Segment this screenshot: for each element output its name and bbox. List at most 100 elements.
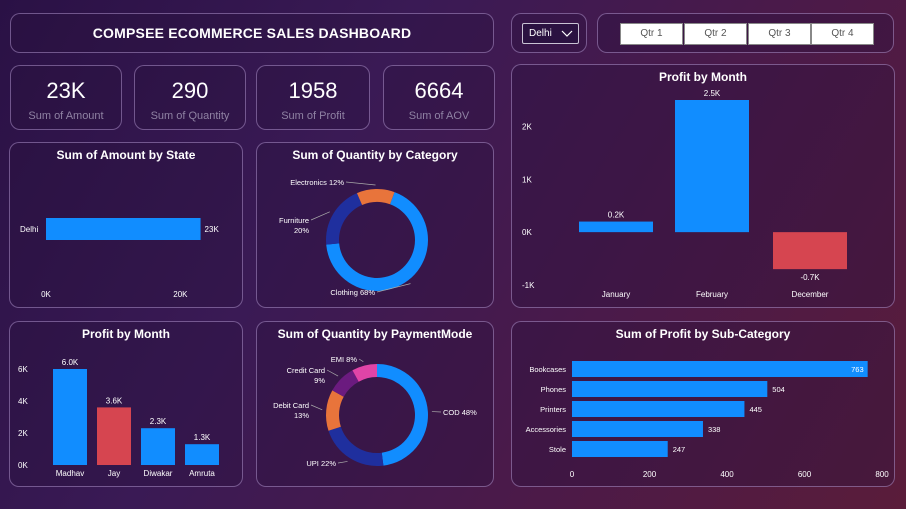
slice-label: Credit Card [287, 366, 325, 375]
kpi-label: Sum of AOV [408, 110, 470, 122]
kpi-label: Sum of Quantity [150, 110, 230, 122]
category-label: Jay [108, 469, 120, 478]
axis-tick-label: 2K [522, 122, 532, 131]
state-dropdown[interactable]: Delhi [522, 23, 579, 44]
profit-by-month-chart: 2K 1K 0K -1K 0.2K January 2.5K February -0.7K Dec… [522, 89, 847, 299]
axis-tick-label: 800 [875, 470, 889, 479]
donut-slice [328, 426, 384, 466]
category-label: January [602, 290, 630, 299]
category-label: December [792, 290, 829, 299]
qtr1-button[interactable]: Qtr 1 [620, 23, 683, 45]
kpi-label: Sum of Amount [28, 110, 104, 122]
axis-tick-label: 0 [570, 470, 575, 479]
axis-tick-label: 600 [798, 470, 812, 479]
qty-by-payment-panel: Sum of Quantity by PaymentMode COD 48% UP… [256, 321, 494, 487]
donut-slice [356, 189, 395, 206]
data-label: 0.2K [608, 211, 625, 220]
leader-line [345, 181, 376, 186]
donut-slice [326, 193, 363, 245]
chevron-down-icon [561, 30, 573, 37]
bar [572, 421, 703, 437]
data-label: 1.3K [194, 433, 211, 442]
chart-title: Sum of Quantity by PaymentMode [277, 327, 473, 341]
bar [53, 369, 87, 465]
slice-label: Clothing 68% [330, 288, 375, 297]
slice-label: Debit Card [273, 401, 309, 410]
donut-slice [326, 390, 344, 431]
kpi-label: Sum of Profit [281, 110, 345, 122]
data-label: 2.5K [704, 89, 721, 98]
axis-tick-label: 0K [18, 461, 28, 470]
axis-tick-label: 1K [522, 175, 532, 184]
dashboard-title: COMPSEE ECOMMERCE SALES DASHBOARD [92, 25, 412, 41]
category-label: Accessories [526, 425, 567, 434]
donut-slice [377, 364, 429, 466]
axis-tick-label: 0K [522, 228, 532, 237]
chart-title: Profit by Month [659, 70, 747, 84]
leader-line [337, 461, 348, 464]
data-label: 6.0K [62, 358, 79, 367]
bar [572, 441, 668, 457]
data-label: 445 [749, 405, 762, 414]
donut-slice [332, 370, 359, 397]
axis-tick-label: 2K [18, 429, 28, 438]
qty-by-category-panel: Sum of Quantity by Category Clothing 68%… [256, 142, 494, 308]
slice-label: 13% [294, 411, 309, 420]
slice-label: 20% [294, 226, 309, 235]
slice-label: COD 48% [443, 408, 477, 417]
slice-label: 9% [314, 376, 325, 385]
bar [675, 100, 749, 233]
qtr2-button[interactable]: Qtr 2 [684, 23, 747, 45]
slice-label: EMI 8% [331, 355, 358, 364]
data-label: 763 [851, 365, 864, 374]
category-label: Phones [541, 385, 567, 394]
category-label: February [696, 290, 728, 299]
data-label: 3.6K [106, 396, 123, 405]
chart-title: Sum of Profit by Sub-Category [615, 327, 791, 341]
state-dropdown-value: Delhi [529, 28, 552, 39]
kpi-value: 1958 [288, 78, 338, 103]
profit-by-month-panel: Profit by Month 2K 1K 0K -1K 0.2K January 2.5K… [511, 64, 895, 308]
axis-tick-label: 0K [41, 290, 51, 299]
chart-title: Sum of Quantity by Category [292, 148, 458, 162]
leader-line [326, 369, 339, 377]
kpi-value: 290 [171, 78, 209, 103]
dashboard-title-panel: COMPSEE ECOMMERCE SALES DASHBOARD [10, 13, 494, 53]
category-label: Delhi [20, 225, 38, 234]
bar [572, 401, 745, 417]
slice-label: Electronics 12% [290, 178, 344, 187]
bar [579, 221, 653, 233]
qtr4-button[interactable]: Qtr 4 [811, 23, 874, 45]
bar [773, 232, 847, 270]
axis-tick-label: -1K [522, 281, 535, 290]
profit-by-name-chart: 6K 4K 2K 0K 6.0K Madhav 3.6K Jay 2.3K Diwakar 1.3K… [18, 358, 219, 478]
category-label: Printers [540, 405, 566, 414]
bar [46, 218, 201, 240]
bar [572, 381, 768, 397]
category-label: Diwakar [144, 469, 173, 478]
bar [97, 407, 131, 465]
qtr3-button[interactable]: Qtr 3 [748, 23, 811, 45]
data-label: 2.3K [150, 417, 167, 426]
slice-label: Furniture [279, 216, 309, 225]
bar [185, 444, 219, 465]
donut-slice [352, 364, 377, 382]
category-label: Stole [549, 445, 566, 454]
bar [141, 428, 175, 465]
kpi-card-amount: 23K Sum of Amount [10, 65, 122, 130]
profit-by-name-panel: Profit by Month 6K 4K 2K 0K 6.0K Madhav 3.6K Ja… [9, 321, 243, 487]
kpi-card-quantity: 290 Sum of Quantity [134, 65, 246, 130]
axis-tick-label: 200 [643, 470, 657, 479]
amount-by-state-chart: Delhi 23K 0K 20K [20, 218, 220, 299]
kpi-value: 6664 [414, 78, 464, 103]
leader-line [310, 211, 330, 221]
data-label: 247 [673, 445, 686, 454]
state-slicer-panel: Delhi [511, 13, 587, 53]
data-label: 504 [772, 385, 785, 394]
category-label: Amruta [189, 469, 215, 478]
data-label: 23K [205, 225, 220, 234]
category-label: Bookcases [529, 365, 566, 374]
chart-title: Profit by Month [82, 327, 170, 341]
